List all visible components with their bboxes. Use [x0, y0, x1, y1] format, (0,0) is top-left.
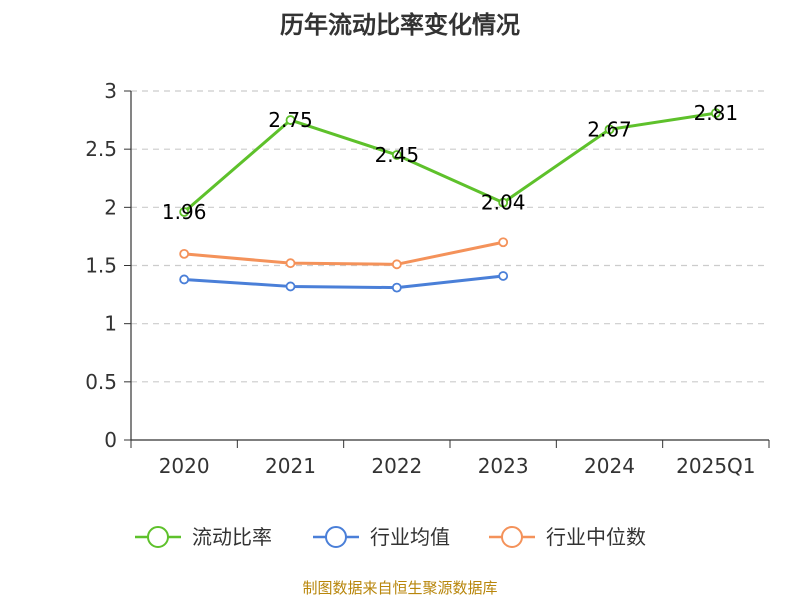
grid-lines	[131, 90, 769, 383]
data-point	[285, 258, 296, 269]
data-point	[498, 271, 509, 281]
legend-label: 行业中位数	[546, 525, 646, 549]
data-label: 2.81	[694, 101, 739, 125]
data-labels: 1.96 2.75 2.45 2.04 2.67 2.81	[162, 101, 738, 224]
data-point	[391, 282, 402, 293]
legend-label: 流动比率	[192, 525, 272, 549]
data-label: 2.04	[481, 191, 526, 215]
axes: 0 0.5 1 1.5 2 2.5 3 2020 2021 2022 2023 2024 2025Q1	[85, 79, 770, 478]
legend-marker	[325, 526, 347, 548]
y-tick-label: 3	[104, 79, 117, 103]
x-tick-label: 2020	[159, 454, 210, 478]
legend-label: 行业均值	[370, 525, 450, 549]
data-point	[179, 274, 190, 285]
source-note: 制图数据来自恒生聚源数据库	[302, 579, 497, 597]
data-point	[710, 108, 721, 119]
legend-item-2[interactable]: 行业中位数	[489, 525, 646, 549]
y-tick-label: 2	[104, 195, 117, 219]
data-point	[285, 281, 296, 292]
legend: 流动比率 行业均值 行业中位数	[135, 525, 646, 549]
data-label: 2.67	[587, 117, 632, 141]
series-lines	[179, 108, 721, 293]
data-point	[391, 150, 402, 160]
x-tick-label: 2022	[371, 454, 422, 478]
data-point	[391, 259, 402, 270]
x-tick-label: 2021	[265, 454, 316, 478]
x-tick-label: 2023	[478, 454, 529, 478]
series-line-2	[182, 240, 505, 266]
data-label: 2.75	[268, 108, 313, 132]
legend-marker	[501, 526, 523, 548]
data-label: 2.45	[375, 143, 420, 167]
data-point	[285, 115, 296, 125]
series-line-0	[182, 111, 718, 214]
y-tick-label: 1	[104, 312, 117, 336]
data-point	[179, 248, 190, 259]
data-point	[498, 197, 509, 208]
data-point	[179, 207, 190, 217]
data-point	[498, 237, 509, 248]
chart-title: 历年流动比率变化情况	[280, 11, 520, 39]
x-tick-label: 2024	[584, 454, 635, 478]
legend-item-0[interactable]: 流动比率	[135, 525, 272, 549]
x-tick-label: 2025Q1	[676, 454, 755, 478]
y-tick-label: 2.5	[85, 137, 117, 161]
y-tick-label: 1.5	[85, 254, 117, 278]
data-label: 1.96	[162, 200, 207, 224]
y-tick-label: 0.5	[85, 370, 117, 394]
data-point	[604, 124, 615, 135]
series-line-1	[182, 274, 505, 290]
legend-item-1[interactable]: 行业均值	[313, 525, 450, 549]
y-tick-label: 0	[104, 428, 117, 452]
legend-marker	[147, 526, 169, 548]
